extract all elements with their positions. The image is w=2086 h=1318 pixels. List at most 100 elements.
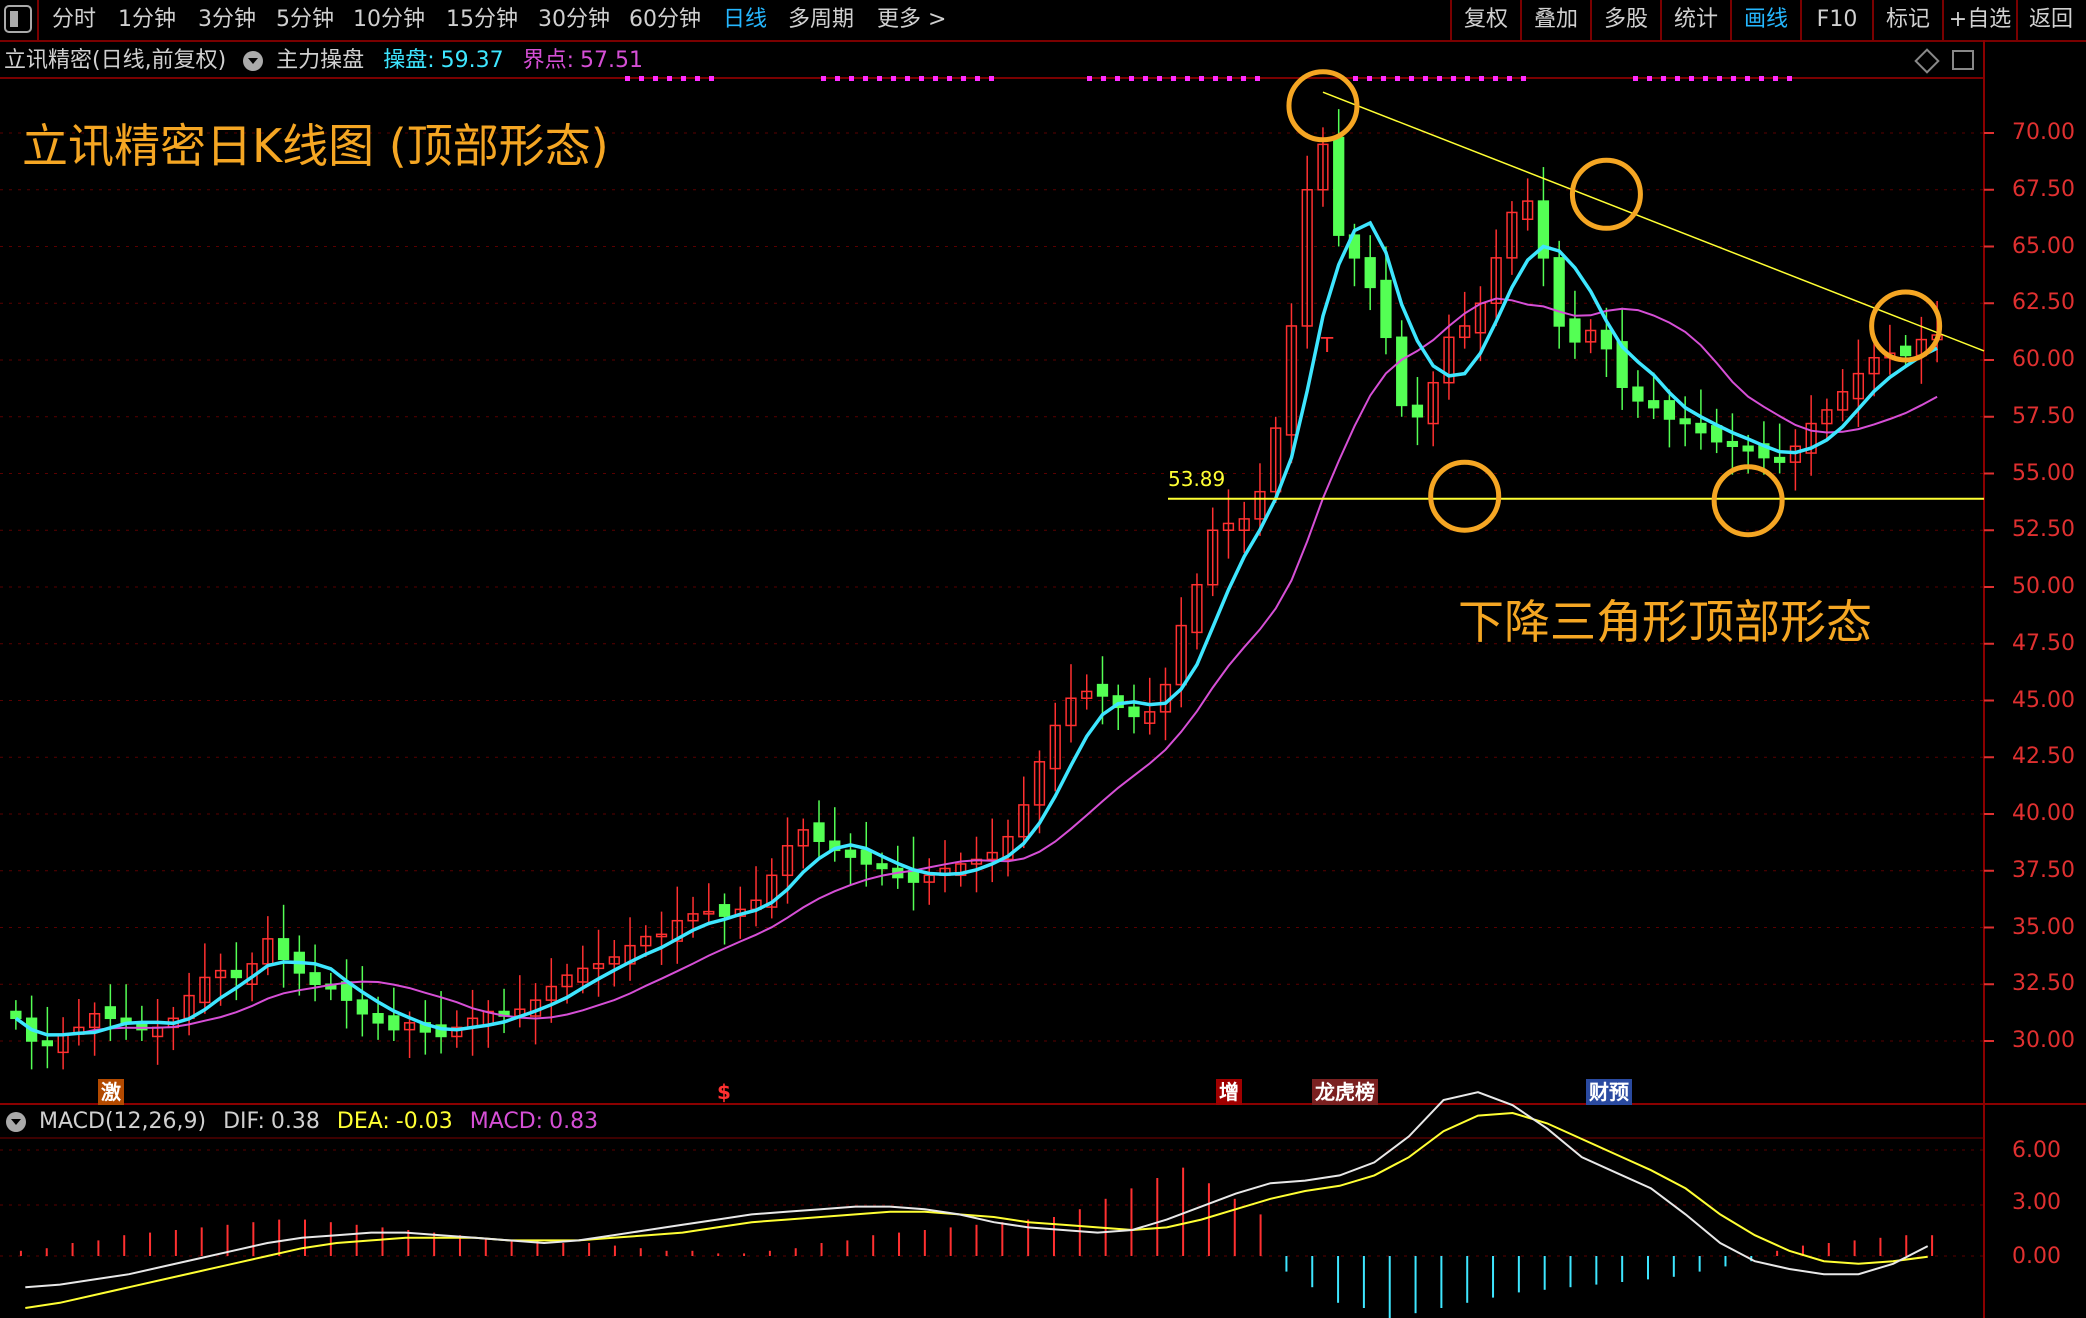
candle-body bbox=[640, 935, 652, 947]
support-level-label: 53.89 bbox=[1168, 467, 1226, 491]
resistance-line bbox=[1322, 91, 1985, 352]
candle-body bbox=[1837, 391, 1849, 411]
back-button[interactable]: 返回 bbox=[2028, 7, 2073, 32]
draw-line-button[interactable]: 画线 bbox=[1743, 7, 1788, 32]
period-60min[interactable]: 60分钟 bbox=[629, 7, 701, 32]
period-5min[interactable]: 5分钟 bbox=[276, 7, 334, 32]
price-axis-tick: 65.00 bbox=[2012, 233, 2075, 259]
multi-stock-button[interactable]: 多股 bbox=[1603, 7, 1648, 32]
candle-body bbox=[1726, 440, 1739, 448]
signal-dot bbox=[975, 76, 980, 81]
mark-button[interactable]: 标记 bbox=[1885, 7, 1930, 32]
period-daily[interactable]: 日线 bbox=[723, 7, 768, 32]
f10-button[interactable]: F10 bbox=[1816, 7, 1858, 32]
candle-body bbox=[277, 938, 290, 961]
pattern-circle-marker bbox=[1286, 69, 1360, 143]
price-axis-tick: 55.00 bbox=[2012, 460, 2075, 486]
candle-body bbox=[1144, 711, 1156, 724]
dif-value: 0.38 bbox=[270, 1109, 320, 1134]
toolbar-divider bbox=[1450, 0, 1452, 40]
candle-body bbox=[986, 851, 998, 861]
candle-body bbox=[703, 910, 715, 915]
event-tag[interactable]: $ bbox=[717, 1080, 731, 1104]
dea-value: -0.03 bbox=[395, 1109, 453, 1134]
candle-body bbox=[388, 1015, 400, 1031]
candle-body bbox=[1333, 136, 1345, 236]
candle-body bbox=[1427, 381, 1439, 425]
candle-body bbox=[813, 822, 825, 842]
price-axis-tick: 42.50 bbox=[2012, 744, 2075, 770]
price-axis-tick: 37.50 bbox=[2012, 857, 2075, 883]
candle-body bbox=[1348, 234, 1361, 259]
candle-body bbox=[88, 1013, 101, 1029]
candle-body bbox=[781, 845, 794, 877]
ma-slow-line bbox=[15, 297, 1938, 1036]
period-30min[interactable]: 30分钟 bbox=[538, 7, 610, 32]
signal-dot bbox=[1465, 76, 1470, 81]
event-tag[interactable]: 龙虎榜 bbox=[1312, 1079, 1378, 1105]
candle-body bbox=[199, 976, 211, 1004]
macd-name[interactable]: MACD(12,26,9) bbox=[39, 1109, 207, 1134]
caopan-value: 59.37 bbox=[440, 48, 504, 73]
macd-dropdown-icon[interactable] bbox=[6, 1112, 26, 1132]
candle-body bbox=[766, 874, 778, 908]
indicator-dropdown-icon[interactable] bbox=[243, 51, 264, 71]
signal-dot bbox=[667, 76, 672, 81]
event-tag[interactable]: 财预 bbox=[1586, 1079, 1632, 1105]
signal-dot bbox=[1087, 76, 1092, 81]
period-more[interactable]: 更多 > bbox=[877, 7, 947, 32]
candle-body bbox=[1396, 336, 1408, 407]
toolbar-divider bbox=[37, 0, 39, 40]
candle-body bbox=[1081, 690, 1093, 699]
event-tag[interactable]: 激 bbox=[98, 1079, 124, 1105]
period-15min[interactable]: 15分钟 bbox=[446, 7, 518, 32]
candle-body bbox=[1002, 835, 1014, 861]
indicator-name[interactable]: 主力操盘 bbox=[276, 48, 365, 73]
add-watchlist-button[interactable]: +自选 bbox=[1948, 7, 2012, 32]
price-axis-tick: 60.00 bbox=[2012, 347, 2075, 372]
fuquan-button[interactable]: 复权 bbox=[1463, 7, 1508, 32]
window-restore-icon[interactable] bbox=[1952, 50, 1974, 70]
period-10min[interactable]: 10分钟 bbox=[353, 7, 425, 32]
candle-body bbox=[577, 967, 589, 983]
period-1min[interactable]: 1分钟 bbox=[118, 7, 176, 32]
toolbar-divider bbox=[1942, 0, 1944, 40]
candle-body bbox=[860, 849, 872, 865]
signal-dot bbox=[1199, 76, 1204, 81]
signal-dot bbox=[933, 76, 938, 81]
candle-body bbox=[608, 956, 620, 965]
period-multi[interactable]: 多周期 bbox=[788, 7, 855, 32]
signal-dot bbox=[1367, 76, 1372, 81]
candle-body bbox=[1506, 211, 1518, 259]
candle-body bbox=[797, 829, 809, 847]
signal-dot bbox=[1647, 76, 1652, 81]
dea-label: DEA: bbox=[336, 1109, 390, 1134]
signal-dot bbox=[1213, 76, 1218, 81]
candle-body bbox=[1522, 200, 1534, 221]
statistics-button[interactable]: 统计 bbox=[1673, 7, 1718, 32]
event-tag[interactable]: 增 bbox=[1216, 1079, 1242, 1105]
candle-body bbox=[1616, 341, 1628, 388]
macd-dif-line bbox=[25, 1091, 1929, 1289]
signal-dot bbox=[1773, 76, 1778, 81]
toolbar-divider bbox=[1872, 0, 1874, 40]
candle-body bbox=[1742, 445, 1754, 452]
candle-body bbox=[1443, 336, 1455, 384]
period-3min[interactable]: 3分钟 bbox=[198, 7, 256, 32]
price-axis-tick: 70.00 bbox=[2012, 120, 2075, 145]
candle-body bbox=[1600, 329, 1613, 350]
toolbar-divider bbox=[1590, 0, 1592, 40]
candle-body bbox=[1868, 356, 1880, 375]
macd-value: 0.83 bbox=[549, 1109, 599, 1134]
period-fenshi[interactable]: 分时 bbox=[52, 7, 97, 32]
candle-body bbox=[907, 870, 920, 883]
signal-dot bbox=[835, 76, 840, 81]
menu-icon[interactable] bbox=[4, 5, 32, 33]
candle-body bbox=[671, 919, 683, 942]
signal-dot bbox=[625, 76, 630, 81]
candle-body bbox=[1364, 257, 1376, 289]
overlay-button[interactable]: 叠加 bbox=[1533, 7, 1578, 32]
candle-body bbox=[1317, 143, 1329, 191]
signal-dot bbox=[863, 76, 868, 81]
